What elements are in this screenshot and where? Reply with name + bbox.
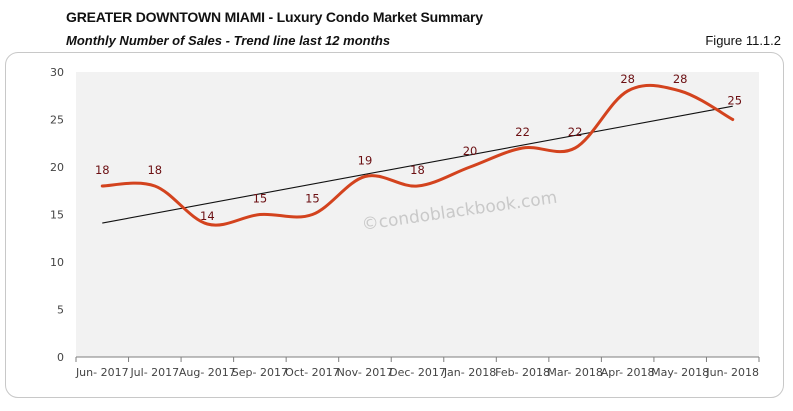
y-tick-label: 0 bbox=[57, 351, 64, 364]
x-tick-label: Jun- 2018 bbox=[705, 366, 759, 379]
data-label: 15 bbox=[253, 192, 268, 206]
data-label: 22 bbox=[568, 125, 583, 139]
data-label: 19 bbox=[358, 154, 373, 168]
data-labels: 18 18 14 15 15 19 18 20 22 22 28 28 25 bbox=[95, 72, 742, 223]
data-label: 28 bbox=[620, 72, 635, 86]
y-axis: 0 5 10 15 20 25 30 bbox=[50, 66, 64, 364]
x-tick-label: Jul- 2017 bbox=[129, 366, 179, 379]
x-tick-label: May- 2018 bbox=[651, 366, 709, 379]
chart-title: GREATER DOWNTOWN MIAMI - Luxury Condo Ma… bbox=[66, 9, 483, 25]
figure-number: Figure 11.1.2 bbox=[705, 33, 781, 48]
chart-subtitle: Monthly Number of Sales - Trend line las… bbox=[66, 33, 391, 48]
trend-line bbox=[102, 105, 733, 224]
x-tick-label: Mar- 2018 bbox=[547, 366, 603, 379]
y-tick-label: 25 bbox=[50, 114, 64, 127]
x-tick-label: Sep- 2017 bbox=[232, 366, 288, 379]
x-tick-label: Jan- 2018 bbox=[443, 366, 496, 379]
data-label: 28 bbox=[673, 72, 688, 86]
x-tick-label: Dec- 2017 bbox=[389, 366, 446, 379]
y-tick-label: 20 bbox=[50, 161, 64, 174]
y-tick-label: 5 bbox=[57, 304, 64, 317]
data-label: 25 bbox=[727, 94, 742, 108]
data-label: 20 bbox=[463, 144, 478, 158]
x-tick-label: Apr- 2018 bbox=[601, 366, 655, 379]
sales-line bbox=[100, 83, 735, 227]
data-label: 15 bbox=[305, 192, 320, 206]
x-tick-label: Aug- 2017 bbox=[179, 366, 236, 379]
x-tick-label: Feb- 2018 bbox=[495, 366, 550, 379]
y-tick-label: 10 bbox=[50, 256, 64, 269]
y-tick-label: 30 bbox=[50, 66, 64, 79]
x-tick-label: Nov- 2017 bbox=[337, 366, 394, 379]
data-label: 18 bbox=[410, 163, 425, 177]
data-label: 14 bbox=[200, 209, 215, 223]
y-tick-label: 15 bbox=[50, 209, 64, 222]
data-label: 22 bbox=[515, 125, 530, 139]
x-tick-label: Oct- 2017 bbox=[285, 366, 339, 379]
x-tick-label: Jun- 2017 bbox=[75, 366, 129, 379]
data-label: 18 bbox=[95, 163, 110, 177]
data-label: 18 bbox=[147, 163, 162, 177]
